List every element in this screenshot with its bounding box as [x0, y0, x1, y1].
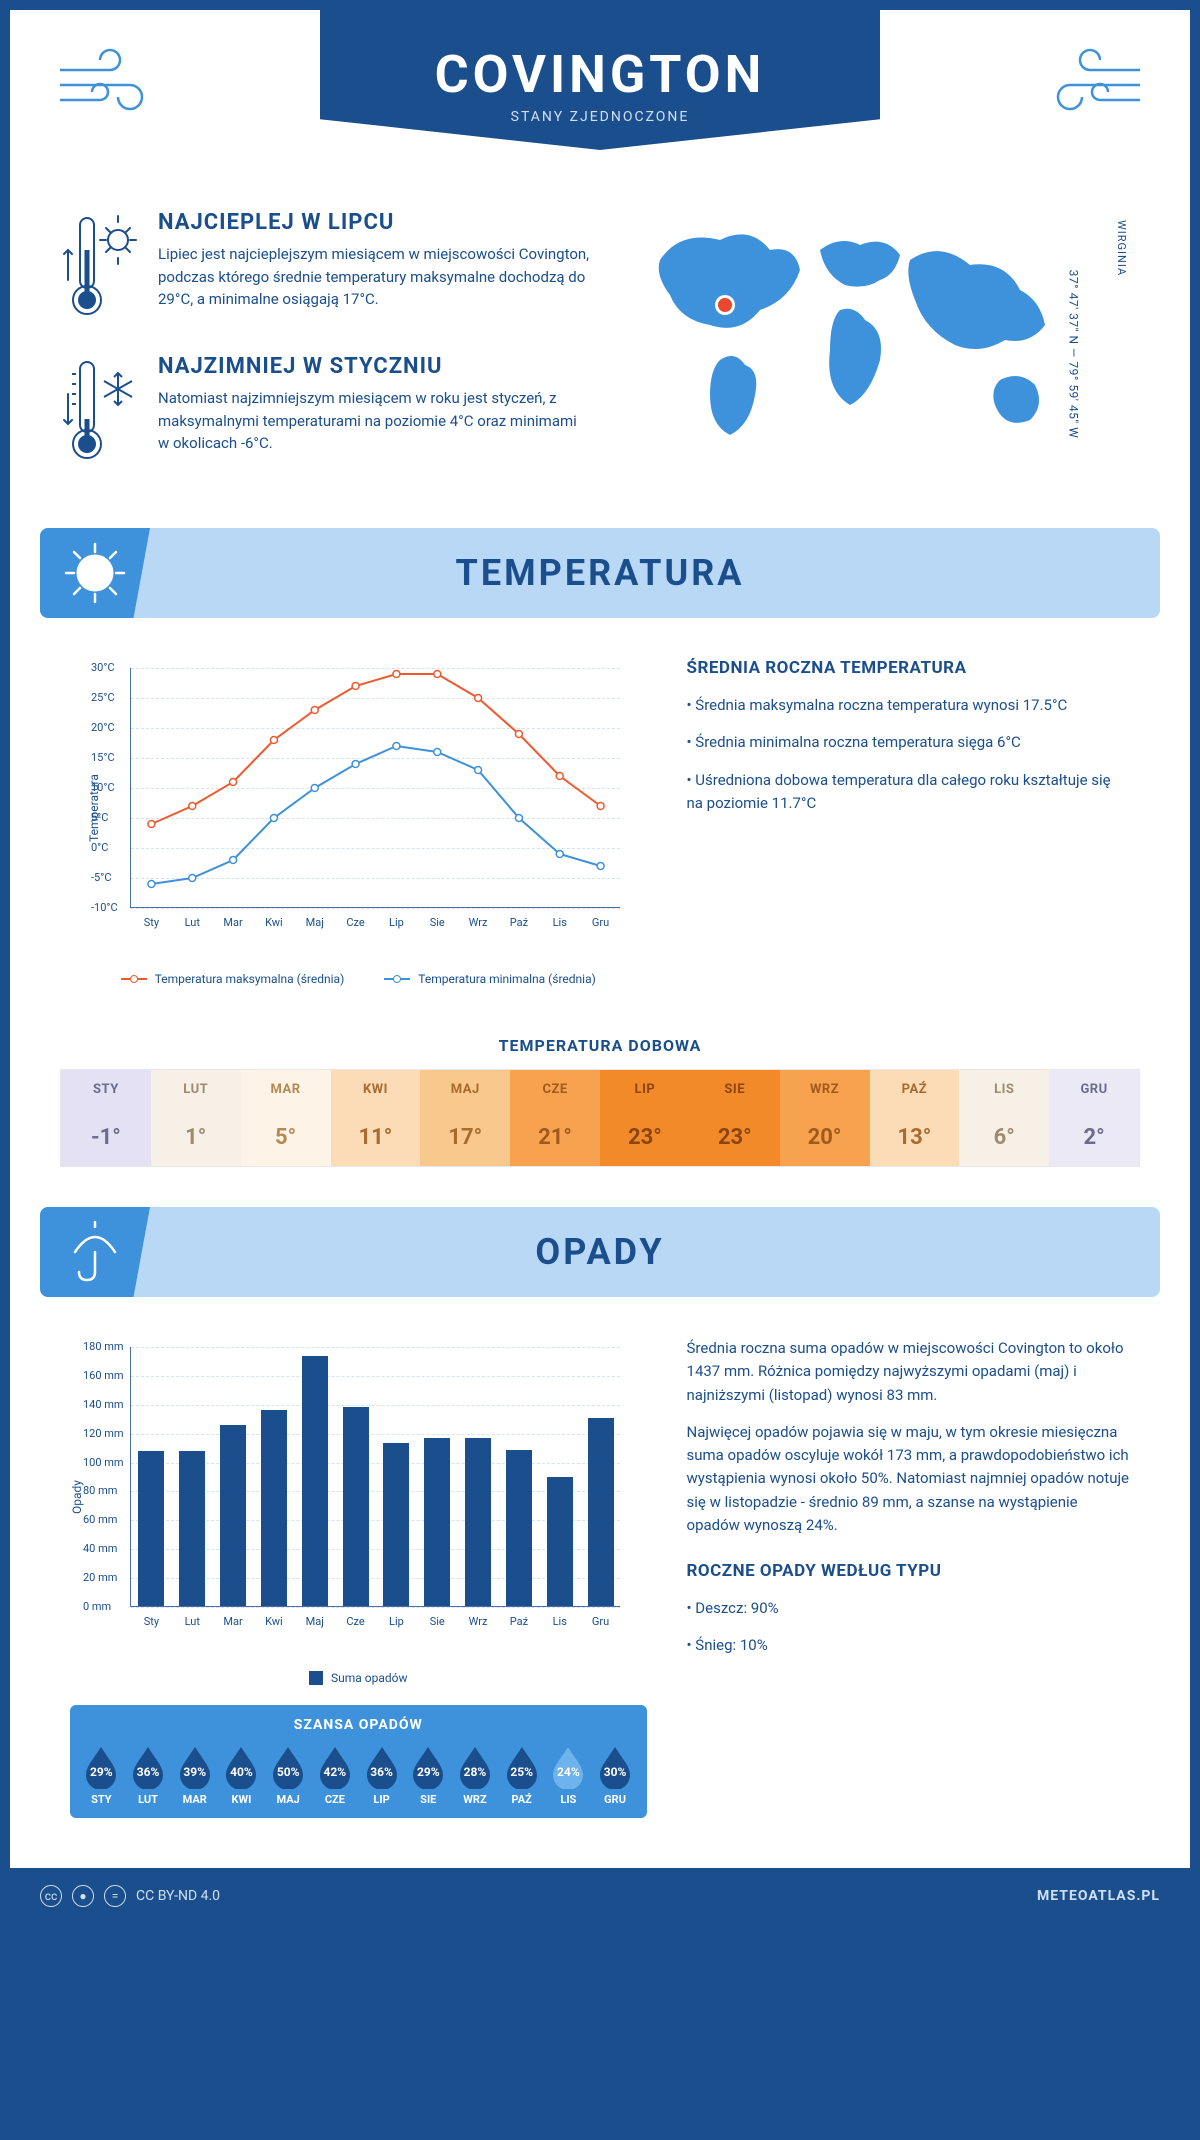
- wind-deco-left: [50, 40, 170, 134]
- header: COVINGTON STANY ZJEDNOCZONE: [10, 10, 1190, 190]
- precip-p2: Najwięcej opadów pojawia się w maju, w t…: [687, 1421, 1130, 1537]
- nd-icon: =: [104, 1885, 126, 1907]
- daily-temp-title: TEMPERATURA DOBOWA: [10, 1036, 1190, 1055]
- chance-drop: 30%GRU: [593, 1743, 637, 1806]
- legend-max: Temperatura maksymalna (średnia): [121, 972, 345, 986]
- chance-drop: 24%LIS: [546, 1743, 590, 1806]
- chance-drop: 40%KWI: [219, 1743, 263, 1806]
- fact-cold-text: Natomiast najzimniejszym miesiącem w rok…: [158, 387, 590, 455]
- precip-p1: Średnia roczna suma opadów w miejscowośc…: [687, 1337, 1130, 1407]
- by-icon: ●: [72, 1885, 94, 1907]
- precip-type-heading: ROCZNE OPADY WEDŁUG TYPU: [687, 1561, 1130, 1581]
- daily-temp-table: STYLUTMARKWIMAJCZELIPSIEWRZPAŹLISGRU-1°1…: [60, 1069, 1140, 1167]
- fact-cold-title: NAJZIMNIEJ W STYCZNIU: [158, 354, 590, 379]
- chance-drop: 25%PAŹ: [500, 1743, 544, 1806]
- chance-drop: 28%WRZ: [453, 1743, 497, 1806]
- precip-chart-ylabel: Opady: [70, 1480, 84, 1514]
- city-name: COVINGTON: [320, 44, 880, 105]
- chance-drop: 36%LIP: [360, 1743, 404, 1806]
- fact-warmest: NAJCIEPLEJ W LIPCU Lipiec jest najcieple…: [60, 210, 590, 324]
- country-name: STANY ZJEDNOCZONE: [320, 109, 880, 125]
- precip-title: OPADY: [535, 1231, 664, 1273]
- chance-drop: 42%CZE: [313, 1743, 357, 1806]
- thermometer-hot-icon: [60, 210, 140, 324]
- avg-temp-heading: ŚREDNIA ROCZNA TEMPERATURA: [687, 658, 1130, 678]
- avg-temp-bullet-3: • Uśredniona dobowa temperatura dla całe…: [687, 769, 1130, 816]
- world-map: WIRGINIA 37° 47' 37" N — 79° 59' 45" W: [620, 210, 1140, 498]
- region-label: WIRGINIA: [1115, 220, 1128, 276]
- site-name: METEOATLAS.PL: [1037, 1888, 1160, 1904]
- coordinates: 37° 47' 37" N — 79° 59' 45" W: [1067, 270, 1081, 439]
- section-temperature-head: TEMPERATURA: [40, 528, 1160, 618]
- fact-warm-text: Lipiec jest najcieplejszym miesiącem w m…: [158, 243, 590, 311]
- temperature-title: TEMPERATURA: [456, 552, 745, 594]
- cc-icon: cc: [40, 1885, 62, 1907]
- fact-warm-title: NAJCIEPLEJ W LIPCU: [158, 210, 590, 235]
- license-block: cc ● = CC BY-ND 4.0: [40, 1885, 220, 1907]
- chance-drop: 29%STY: [79, 1743, 123, 1806]
- fact-coldest: NAJZIMNIEJ W STYCZNIU Natomiast najzimni…: [60, 354, 590, 468]
- chance-drop: 50%MAJ: [266, 1743, 310, 1806]
- legend-precip: Suma opadów: [309, 1671, 408, 1685]
- precip-type-rain: • Deszcz: 90%: [687, 1597, 1130, 1620]
- umbrella-icon: [40, 1207, 150, 1297]
- wind-deco-right: [1030, 40, 1150, 134]
- chance-drop: 29%SIE: [406, 1743, 450, 1806]
- precip-bar-chart: Opady 0 mm20 mm40 mm60 mm80 mm100 mm120 …: [70, 1337, 630, 1657]
- thermometer-cold-icon: [60, 354, 140, 468]
- chance-drop: 36%LUT: [126, 1743, 170, 1806]
- legend-min: Temperatura minimalna (średnia): [384, 972, 596, 986]
- title-ribbon: COVINGTON STANY ZJEDNOCZONE: [320, 10, 880, 150]
- chance-of-precip-box: SZANSA OPADÓW 29%STY36%LUT39%MAR40%KWI50…: [70, 1705, 647, 1818]
- section-precip-head: OPADY: [40, 1207, 1160, 1297]
- precip-type-snow: • Śnieg: 10%: [687, 1634, 1130, 1657]
- license-text: CC BY-ND 4.0: [136, 1888, 220, 1904]
- avg-temp-bullet-2: • Średnia minimalna roczna temperatura s…: [687, 731, 1130, 754]
- chance-title: SZANSA OPADÓW: [70, 1717, 647, 1733]
- avg-temp-bullet-1: • Średnia maksymalna roczna temperatura …: [687, 694, 1130, 717]
- footer: cc ● = CC BY-ND 4.0 METEOATLAS.PL: [10, 1868, 1190, 1924]
- sun-icon: [40, 528, 150, 618]
- temperature-line-chart: Temperatura -10°C-5°C0°C5°C10°C15°C20°C2…: [70, 658, 630, 958]
- chance-drop: 39%MAR: [173, 1743, 217, 1806]
